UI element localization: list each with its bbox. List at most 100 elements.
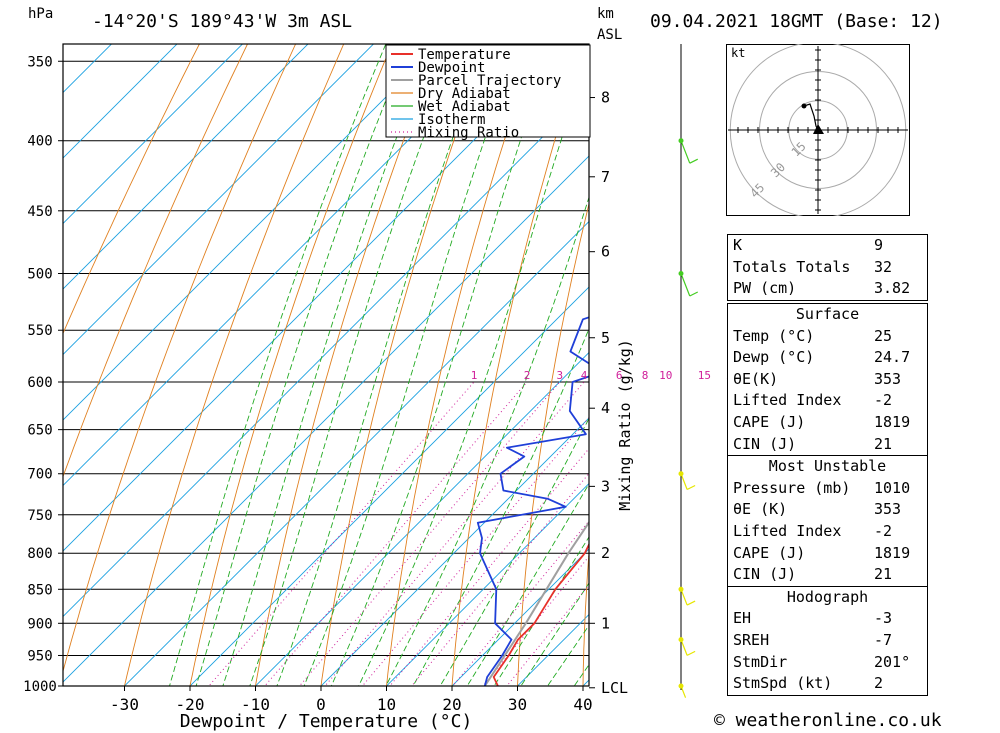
km-tick-label: 5 <box>601 329 610 347</box>
wet-adiabat <box>169 44 387 686</box>
indices-surface: Surface Temp (°C) 25 Dewp (°C) 24.7 θE(K) 3… <box>727 303 928 696</box>
index-row: PW (cm) 3.82 <box>733 279 911 298</box>
index-row: θE(K) 353 <box>733 369 902 388</box>
temperature-line <box>492 542 589 686</box>
legend-mixing-ratio: Mixing Ratio <box>418 125 519 141</box>
legend-dewpoint: Dewpoint <box>418 60 485 76</box>
index-row: CAPE (J) 1819 <box>733 412 911 431</box>
index-row: Totals Totals 32 <box>733 257 893 276</box>
km-tick-label: LCL <box>601 679 628 697</box>
mixing-ratio-label: 3 <box>556 369 563 382</box>
index-row: Dewp (°C) 24.7 <box>733 348 911 367</box>
wind-barb <box>678 586 696 606</box>
x-tick-label: 40 <box>573 695 592 714</box>
parcel-trajectory-line <box>483 520 589 686</box>
km-tick-label: 6 <box>601 243 610 261</box>
km-tick-label: 7 <box>601 168 610 186</box>
mixing-ratio-label: 6 <box>616 369 623 382</box>
pressure-tick-label: 500 <box>27 267 52 283</box>
isotherm <box>0 0 98 715</box>
index-row: Lifted Index -2 <box>733 521 893 540</box>
mixing-ratio-line <box>324 381 585 686</box>
km-label: km <box>597 6 614 22</box>
isotherm <box>63 44 506 487</box>
isotherm <box>63 44 309 290</box>
isotherm <box>451 548 589 686</box>
mixing-ratio-label: 10 <box>659 369 672 382</box>
mixing-ratio-axis-label: Mixing Ratio (g/kg) <box>616 339 634 511</box>
dry-adiabat <box>63 44 248 478</box>
dewpoint-line <box>476 316 589 686</box>
pressure-tick-label: 700 <box>27 467 52 483</box>
pressure-tick-label: 650 <box>27 423 52 439</box>
pressure-tick-label: 400 <box>27 134 52 150</box>
hodograph-title: Hodograph <box>728 585 927 609</box>
chart-legend: Temperature Dewpoint Parcel Trajectory D… <box>385 44 591 141</box>
wet-adiabat <box>249 44 459 686</box>
datetime-title: 09.04.2021 18GMT (Base: 12) <box>650 11 943 32</box>
legend-dry-adiabat: Dry Adiabat <box>418 86 511 102</box>
wind-barb <box>678 637 696 656</box>
mixing-ratio-label: 15 <box>698 369 711 382</box>
isotherm <box>63 44 440 421</box>
isotherm <box>63 44 571 552</box>
isotherm <box>63 44 244 225</box>
isotherm <box>63 44 178 159</box>
dry-adiabat <box>63 44 297 673</box>
isotherm <box>254 351 589 686</box>
index-row: StmDir 201° <box>733 652 911 671</box>
index-row: CIN (J) 21 <box>733 565 893 584</box>
legend-isotherm: Isotherm <box>418 112 485 128</box>
x-tick-label: 30 <box>508 695 527 714</box>
storm-motion-marker <box>813 124 824 134</box>
index-row: StmSpd (kt) 2 <box>733 674 884 693</box>
pressure-tick-label: 900 <box>27 616 52 632</box>
isotherm <box>63 155 589 683</box>
isotherm <box>0 0 229 715</box>
index-row: EH -3 <box>733 609 893 628</box>
mixing-ratio-line <box>361 416 589 686</box>
wet-adiabat <box>466 483 589 686</box>
legend-wet-adiabat: Wet Adiabat <box>418 99 511 115</box>
mixing-ratio-line <box>298 381 561 686</box>
mixing-ratio-label: 8 <box>642 369 649 382</box>
x-tick-label: 0 <box>316 695 326 714</box>
isotherm <box>63 89 589 618</box>
wet-adiabat <box>222 44 434 686</box>
asl-label: ASL <box>597 27 623 43</box>
wet-adiabat <box>330 44 554 686</box>
mixing-ratio-label: 2 <box>524 369 531 382</box>
isotherm <box>385 482 589 686</box>
copyright-link[interactable]: © weatheronline.co.uk <box>714 710 942 731</box>
wind-barb <box>678 471 696 491</box>
pressure-unit-label: hPa <box>28 6 54 22</box>
surface-title: Surface <box>795 305 860 323</box>
isotherm <box>189 286 589 686</box>
index-row: θE (K) 353 <box>733 500 902 519</box>
mixing-ratio-line <box>208 381 475 686</box>
wet-adiabat <box>412 327 589 686</box>
index-row: CIN (J) 21 <box>733 434 893 453</box>
mixing-ratio-line <box>482 555 589 686</box>
isotherm <box>63 44 113 94</box>
mixing-ratio-label: 1 <box>471 369 478 382</box>
km-tick-label: 8 <box>601 89 610 107</box>
isotherm <box>63 44 375 356</box>
mixing-ratio-line <box>506 584 589 686</box>
dry-adiabat <box>189 44 393 686</box>
index-row: Temp (°C) 25 <box>733 326 893 345</box>
km-tick-label: 2 <box>601 544 610 562</box>
index-row: Pressure (mb) 1010 <box>733 478 911 497</box>
dry-adiabat <box>582 547 589 686</box>
dry-adiabat <box>63 44 200 335</box>
legend-temperature: Temperature <box>418 47 511 63</box>
x-tick-label: -20 <box>176 695 205 714</box>
pressure-tick-label: 800 <box>27 546 52 562</box>
pressure-tick-label: 600 <box>27 375 52 391</box>
index-row: SREH -7 <box>733 630 893 649</box>
x-tick-label: -10 <box>241 695 270 714</box>
